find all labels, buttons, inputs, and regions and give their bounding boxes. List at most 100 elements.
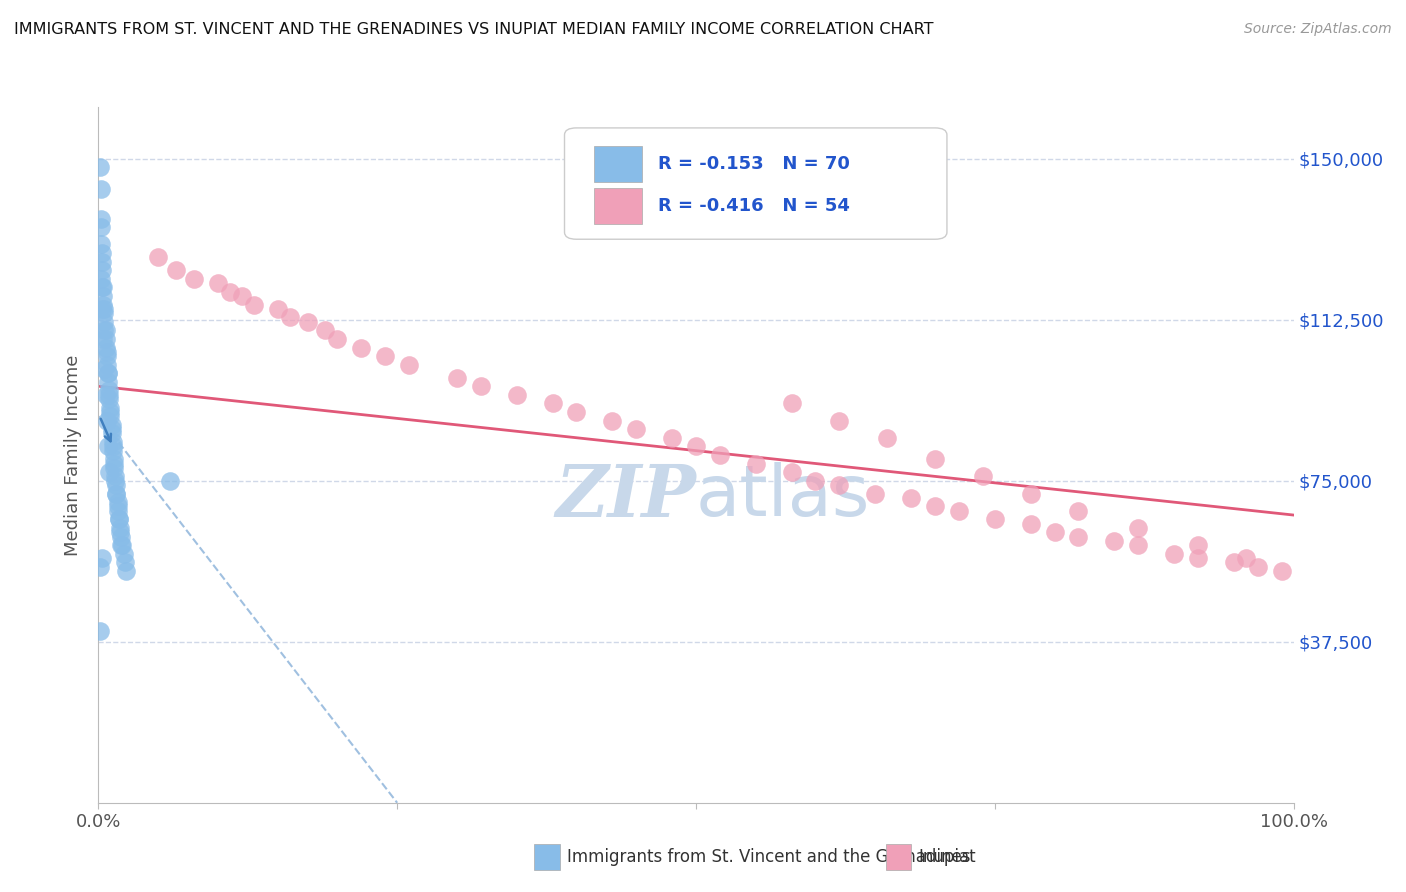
- Point: [91, 246, 114, 260]
- Point: [107, 512, 129, 526]
- Point: [148, 251, 170, 265]
- Point: [97, 439, 120, 453]
- Point: [876, 431, 898, 445]
- Point: [93, 306, 115, 320]
- Point: [780, 465, 803, 479]
- Point: [1222, 555, 1246, 569]
- Point: [89, 624, 111, 638]
- Text: ZIP: ZIP: [555, 461, 696, 533]
- Text: R = -0.416   N = 54: R = -0.416 N = 54: [658, 197, 849, 215]
- Bar: [595, 146, 643, 182]
- Point: [1102, 533, 1125, 548]
- Point: [165, 263, 187, 277]
- Point: [100, 426, 122, 441]
- Point: [94, 332, 117, 346]
- Point: [98, 392, 121, 406]
- Point: [91, 254, 114, 268]
- Point: [374, 349, 396, 363]
- Point: [104, 474, 127, 488]
- Point: [105, 478, 128, 492]
- Point: [709, 448, 731, 462]
- Point: [267, 301, 290, 316]
- Point: [94, 341, 117, 355]
- Point: [97, 375, 120, 389]
- Y-axis label: Median Family Income: Median Family Income: [65, 354, 83, 556]
- Point: [110, 529, 132, 543]
- Point: [1043, 525, 1066, 540]
- Point: [107, 512, 129, 526]
- Point: [297, 315, 319, 329]
- Point: [828, 413, 851, 427]
- Point: [972, 469, 994, 483]
- Point: [96, 344, 118, 359]
- Point: [1187, 538, 1209, 552]
- Point: [924, 452, 946, 467]
- Point: [828, 478, 851, 492]
- Text: Source: ZipAtlas.com: Source: ZipAtlas.com: [1244, 22, 1392, 37]
- Point: [219, 285, 242, 299]
- Point: [107, 500, 129, 514]
- Point: [98, 409, 122, 424]
- Point: [91, 301, 114, 316]
- Point: [1128, 521, 1150, 535]
- Point: [93, 323, 115, 337]
- Text: IMMIGRANTS FROM ST. VINCENT AND THE GRENADINES VS INUPIAT MEDIAN FAMILY INCOME C: IMMIGRANTS FROM ST. VINCENT AND THE GREN…: [14, 22, 934, 37]
- Point: [326, 332, 349, 346]
- Point: [114, 555, 136, 569]
- Point: [565, 405, 588, 419]
- Point: [103, 460, 125, 475]
- Point: [1187, 551, 1209, 566]
- Point: [602, 413, 624, 427]
- Point: [101, 443, 124, 458]
- Point: [103, 457, 125, 471]
- Point: [110, 538, 132, 552]
- Point: [398, 358, 420, 372]
- Point: [350, 341, 373, 355]
- Point: [90, 211, 112, 226]
- Point: [97, 367, 120, 381]
- Point: [470, 379, 492, 393]
- Point: [231, 289, 253, 303]
- Point: [105, 486, 128, 500]
- Point: [96, 358, 118, 372]
- Point: [111, 538, 134, 552]
- Point: [541, 396, 564, 410]
- Point: [93, 301, 115, 316]
- Point: [97, 367, 120, 381]
- Point: [98, 384, 121, 398]
- Point: [745, 457, 768, 471]
- Point: [446, 370, 468, 384]
- Point: [93, 315, 115, 329]
- Point: [90, 272, 112, 286]
- Point: [100, 422, 122, 436]
- Point: [91, 280, 114, 294]
- Point: [1067, 529, 1090, 543]
- Point: [108, 525, 131, 540]
- Point: [1271, 564, 1294, 578]
- Point: [780, 396, 803, 410]
- Point: [863, 486, 887, 500]
- Point: [207, 276, 229, 290]
- Point: [93, 362, 115, 376]
- Point: [101, 435, 124, 450]
- Point: [89, 160, 111, 174]
- Point: [661, 431, 683, 445]
- Point: [94, 388, 117, 402]
- Point: [315, 323, 337, 337]
- Text: atlas: atlas: [696, 462, 870, 531]
- Point: [948, 504, 970, 518]
- Point: [90, 220, 112, 235]
- Point: [104, 469, 127, 483]
- Point: [1019, 516, 1042, 531]
- Point: [98, 405, 122, 419]
- Point: [107, 504, 129, 518]
- Point: [91, 551, 114, 566]
- Point: [626, 422, 648, 436]
- Point: [105, 486, 128, 500]
- Point: [98, 465, 121, 479]
- Point: [183, 272, 205, 286]
- Point: [278, 310, 301, 325]
- Text: Immigrants from St. Vincent and the Grenadines: Immigrants from St. Vincent and the Gren…: [567, 848, 970, 866]
- Point: [112, 547, 135, 561]
- Point: [1067, 504, 1090, 518]
